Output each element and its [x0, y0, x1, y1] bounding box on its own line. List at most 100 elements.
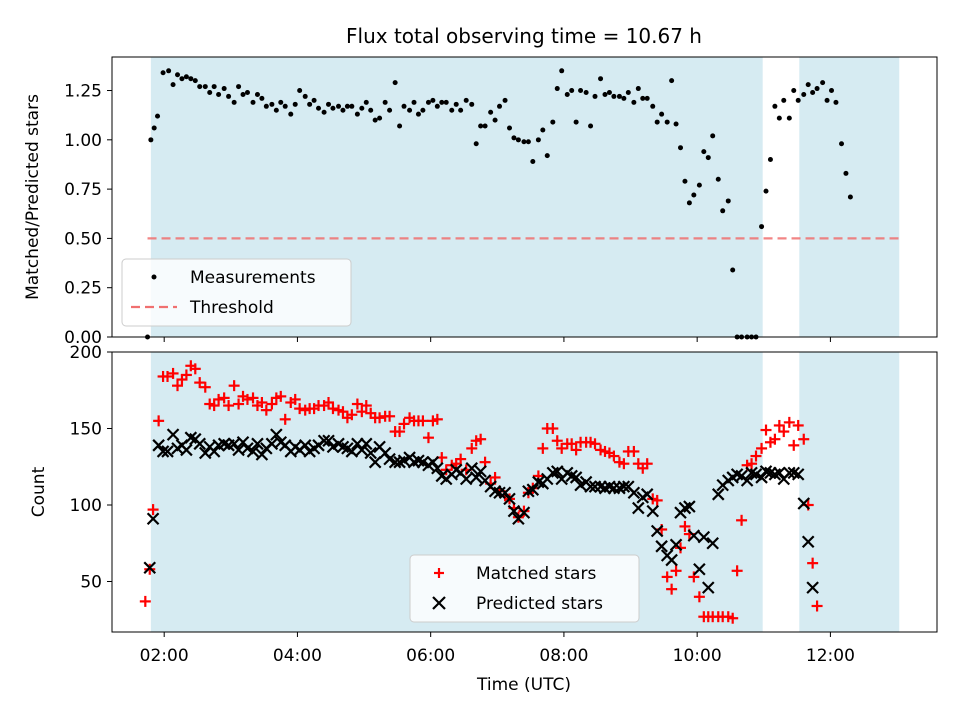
matched-star-point-135: [778, 426, 790, 438]
matched-star-point-12: [194, 377, 206, 389]
measurement-point-141: [810, 89, 816, 95]
predicted-star-point-139: [801, 535, 815, 549]
legend-predicted-label: Predicted stars: [476, 594, 603, 614]
measurement-point-67: [458, 107, 464, 113]
matched-star-point-134: [773, 419, 785, 431]
measurement-point-31: [288, 111, 294, 117]
matched-star-point-0: [139, 595, 151, 607]
measurement-point-108: [654, 119, 660, 125]
measurement-point-25: [259, 95, 265, 101]
matched-star-point-18: [223, 400, 235, 412]
measurement-point-79: [515, 137, 521, 143]
measurement-point-47: [363, 99, 369, 105]
measurement-point-36: [311, 97, 317, 103]
predicted-star-point-133: [773, 466, 786, 480]
predicted-star-point-61: [431, 462, 444, 475]
matched-star-point-6: [167, 367, 179, 379]
measurement-point-41: [336, 103, 342, 109]
x-tick-label-0: 02:00: [140, 646, 189, 666]
measurement-point-75: [497, 103, 503, 109]
predicted-star-point-138: [797, 497, 811, 510]
predicted-star-point-46: [359, 437, 373, 451]
measurement-point-68: [463, 97, 469, 103]
matched-star-point-129: [750, 450, 762, 462]
measurement-point-90: [569, 88, 575, 94]
measurement-point-22: [244, 89, 250, 95]
matched-star-point-125: [731, 565, 743, 577]
predicted-star-point-126: [740, 474, 754, 487]
measurement-point-12: [197, 84, 203, 90]
matched-star-point-71: [475, 433, 487, 445]
matched-star-point-67: [455, 453, 467, 465]
legend-measurements-marker: [151, 274, 157, 280]
matched-star-point-33: [294, 403, 306, 415]
matched-star-point-23: [247, 392, 259, 404]
measurement-point-27: [269, 101, 275, 107]
measurement-point-57: [411, 99, 417, 105]
bottom-y-axis-label: Count: [29, 466, 49, 517]
measurement-point-73: [488, 109, 494, 115]
predicted-star-point-77: [507, 504, 521, 518]
measurement-point-138: [795, 97, 801, 103]
x-axis-label: Time (UTC): [476, 675, 571, 695]
measurement-point-87: [554, 86, 560, 92]
legend-predicted-marker: [432, 596, 446, 610]
matched-star-point-111: [666, 583, 678, 595]
measurement-point-74: [492, 117, 498, 123]
predicted-star-point-119: [706, 536, 719, 550]
measurement-point-45: [354, 111, 360, 117]
bottom-y-tick-label-0: 50: [80, 573, 102, 593]
measurement-point-43: [344, 103, 350, 109]
measurement-point-21: [240, 91, 246, 97]
matched-star-point-13: [199, 381, 211, 393]
measurement-point-62: [434, 103, 440, 109]
matched-star-point-22: [241, 393, 253, 405]
bottom-panel: 50 100 150 200 02:00 04:00 06:00 08:00 10:00 12:…: [29, 343, 938, 695]
matched-star-point-141: [807, 557, 819, 569]
predicted-star-point-67: [459, 472, 473, 486]
measurement-point-102: [625, 89, 631, 95]
measurement-point-69: [469, 101, 475, 107]
measurement-point-142: [814, 86, 820, 92]
x-tick-label-5: 12:00: [806, 646, 855, 666]
measurement-point-124: [730, 267, 736, 273]
measurement-point-109: [659, 111, 665, 117]
matched-star-point-5: [162, 370, 174, 382]
bottom-axes-frame: [111, 351, 938, 633]
measurement-point-72: [482, 123, 488, 129]
measurement-point-32: [292, 101, 298, 107]
measurement-point-145: [829, 88, 835, 94]
matched-star-point-46: [356, 406, 368, 418]
predicted-star-point-79: [517, 506, 531, 519]
measurement-point-11: [192, 78, 198, 84]
top-y-tick-label-3: 0.75: [64, 180, 102, 200]
predicted-star-point-117: [697, 530, 711, 544]
top-y-tick-label-5: 1.25: [64, 82, 102, 102]
matched-star-point-133: [769, 433, 781, 445]
predicted-star-point-20: [236, 435, 250, 449]
predicted-star-point-75: [498, 486, 512, 500]
chart-title: Flux total observing time = 10.67 h: [346, 24, 702, 48]
matched-star-point-17: [218, 392, 230, 404]
matched-star-point-29: [275, 390, 287, 402]
measurement-point-94: [588, 123, 594, 129]
measurement-point-114: [682, 178, 688, 184]
bottom-y-tick-label-1: 100: [70, 496, 102, 516]
measurement-point-113: [678, 145, 684, 151]
measurement-point-131: [763, 188, 769, 194]
measurement-point-149: [847, 194, 853, 200]
matched-star-point-112: [670, 565, 682, 577]
measurement-point-77: [507, 125, 513, 131]
measurement-point-80: [521, 139, 527, 145]
measurement-point-40: [330, 105, 336, 111]
measurement-point-95: [592, 93, 598, 99]
measurement-point-110: [664, 119, 670, 125]
matched-star-point-2: [147, 504, 159, 516]
measurement-point-6: [170, 82, 176, 88]
measurement-point-7: [175, 72, 181, 78]
measurement-point-59: [420, 107, 426, 113]
predicted-star-point-8: [180, 443, 193, 457]
matched-star-point-15: [208, 400, 220, 412]
matched-star-point-7: [172, 380, 184, 392]
matched-star-point-116: [688, 571, 700, 583]
